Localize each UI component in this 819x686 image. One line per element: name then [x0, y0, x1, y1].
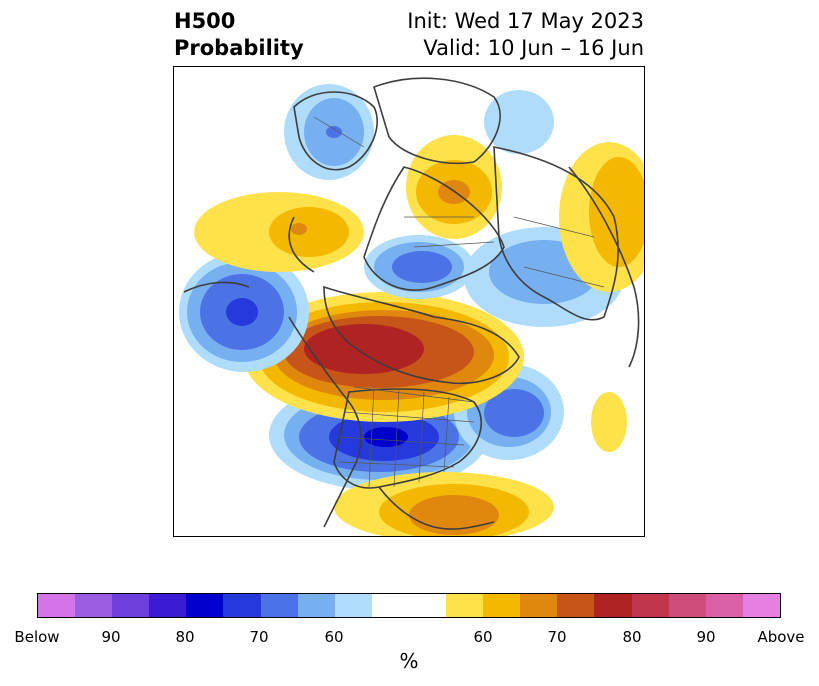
colorbar-swatch [186, 594, 224, 617]
anomaly-europe-above [406, 135, 502, 239]
init-date: Init: Wed 17 May 2023 [407, 9, 644, 33]
colorbar-swatch [223, 594, 261, 617]
anomaly-fills [179, 84, 644, 536]
colorbar-swatch [334, 594, 372, 617]
anomaly-west-asia-above [194, 192, 364, 272]
colorbar [37, 593, 781, 618]
colorbar-tick-label: 70 [249, 628, 269, 646]
colorbar-tick-label: 90 [101, 628, 121, 646]
title-variable: H500 [174, 9, 236, 33]
anomaly-scandinavia-below [284, 84, 374, 180]
anomaly-pacific-below [179, 252, 309, 372]
map-dates: Init: Wed 17 May 2023 Valid: 10 Jun – 16… [407, 8, 644, 62]
colorbar-swatch [38, 594, 76, 617]
colorbar-swatch [297, 594, 335, 617]
colorbar-tick-label: 80 [175, 628, 195, 646]
colorbar-swatch [75, 594, 113, 617]
colorbar-tick-label: 60 [324, 628, 344, 646]
coastlines [183, 77, 640, 530]
anomaly-atlantic-above [591, 392, 627, 452]
colorbar-swatch [705, 594, 743, 617]
colorbar-swatch [371, 594, 447, 617]
colorbar-swatch [520, 594, 558, 617]
probability-map [173, 66, 645, 537]
state-borders [313, 116, 605, 488]
colorbar-swatch [742, 594, 780, 617]
colorbar-swatch [149, 594, 187, 617]
colorbar-unit: % [399, 649, 419, 673]
anomaly-arctic-above [244, 292, 524, 422]
colorbar-tick-label: Below [14, 628, 60, 646]
colorbar-tick-label: 80 [622, 628, 642, 646]
colorbar-swatch [446, 594, 484, 617]
colorbar-swatch [112, 594, 150, 617]
colorbar-tick-label: 70 [547, 628, 567, 646]
colorbar-swatch [594, 594, 632, 617]
title-product: Probability [174, 36, 304, 60]
colorbar-swatch [483, 594, 521, 617]
colorbar-swatch [631, 594, 669, 617]
colorbar-swatch [260, 594, 298, 617]
colorbar-swatch [557, 594, 595, 617]
anomaly-arctic-ocean-below [484, 90, 554, 154]
map-canvas [179, 77, 644, 536]
valid-period: Valid: 10 Jun – 16 Jun [423, 36, 644, 60]
map-title: H500 Probability [174, 8, 304, 62]
colorbar-swatch [668, 594, 706, 617]
colorbar-tick-label: 60 [473, 628, 493, 646]
colorbar-tick-label: 90 [696, 628, 716, 646]
colorbar-tick-label: Above [757, 628, 805, 646]
